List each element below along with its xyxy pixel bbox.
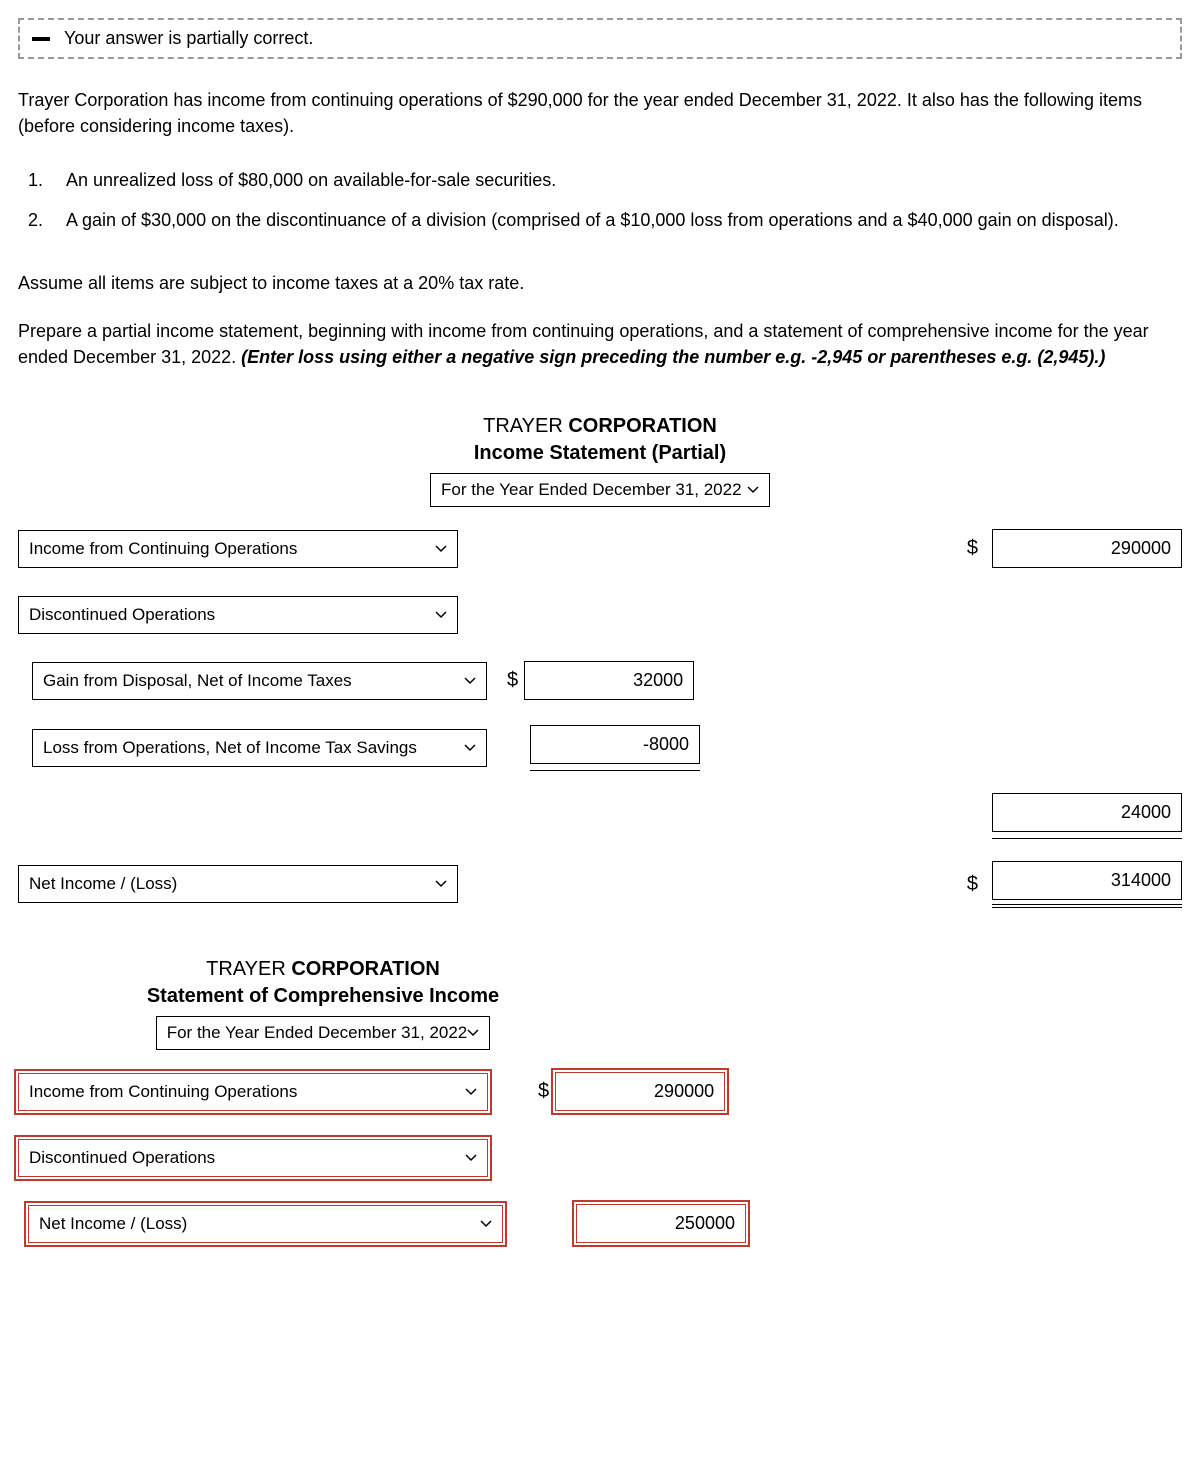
problem-item-1: An unrealized loss of $80,000 on availab… [48, 167, 1182, 193]
chevron-down-icon [464, 675, 476, 687]
period-label: For the Year Ended December 31, 2022 [441, 480, 742, 500]
row-gain-disposal: Gain from Disposal, Net of Income Taxes … [18, 659, 1182, 703]
label-text: Gain from Disposal, Net of Income Taxes [43, 671, 352, 691]
period-select[interactable]: For the Year Ended December 31, 2022 [430, 473, 770, 507]
row-income-continuing: Income from Continuing Operations $ [18, 527, 1182, 571]
statement-title-2: Statement of Comprehensive Income [18, 985, 628, 1008]
value-ci-net-income[interactable] [576, 1204, 746, 1243]
company-name-light: TRAYER [206, 958, 291, 980]
label-text: Loss from Operations, Net of Income Tax … [43, 738, 417, 758]
company-name-bold: CORPORATION [291, 958, 440, 980]
value-net-income[interactable] [992, 861, 1182, 900]
chevron-down-icon [435, 543, 447, 555]
label-text: Income from Continuing Operations [29, 1082, 297, 1102]
row-discontinued-ops: Discontinued Operations [18, 593, 1182, 637]
value-loss-operations[interactable] [530, 725, 700, 764]
label-loss-operations[interactable]: Loss from Operations, Net of Income Tax … [32, 729, 487, 767]
chevron-down-icon [435, 609, 447, 621]
prepare-text-b: (Enter loss using either a negative sign… [241, 347, 1105, 367]
row-ci-discontinued: Discontinued Operations [18, 1136, 1182, 1180]
problem-intro: Trayer Corporation has income from conti… [18, 87, 1182, 139]
company-name-2: TRAYER CORPORATION [18, 958, 628, 981]
chevron-down-icon [480, 1218, 492, 1230]
dollar-sign: $ [967, 873, 978, 896]
income-statement-body: Income from Continuing Operations $ Disc… [18, 527, 1182, 908]
chevron-down-icon [465, 1086, 477, 1098]
dollar-sign: $ [507, 669, 518, 692]
feedback-text: Your answer is partially correct. [64, 28, 313, 49]
row-net-income: Net Income / (Loss) $ [18, 861, 1182, 908]
chevron-down-icon [747, 484, 759, 496]
dollar-sign: $ [967, 537, 978, 560]
assume-text: Assume all items are subject to income t… [18, 273, 1182, 294]
label-ci-net-income[interactable]: Net Income / (Loss) [28, 1205, 503, 1243]
label-discontinued-ops[interactable]: Discontinued Operations [18, 596, 458, 634]
row-ci-income-continuing: Income from Continuing Operations $ [18, 1070, 1182, 1114]
feedback-banner: Your answer is partially correct. [18, 18, 1182, 59]
company-name-bold: CORPORATION [568, 415, 717, 437]
chevron-down-icon [465, 1152, 477, 1164]
label-net-income[interactable]: Net Income / (Loss) [18, 865, 458, 903]
row-loss-operations: Loss from Operations, Net of Income Tax … [18, 725, 1182, 771]
value-gain-disposal[interactable] [524, 661, 694, 700]
problem-items-list: An unrealized loss of $80,000 on availab… [18, 167, 1182, 233]
dollar-sign: $ [538, 1080, 549, 1103]
label-ci-income-continuing[interactable]: Income from Continuing Operations [18, 1073, 488, 1111]
value-ci-income-continuing[interactable] [555, 1072, 725, 1111]
period-select-2[interactable]: For the Year Ended December 31, 2022 [156, 1016, 491, 1050]
label-income-continuing[interactable]: Income from Continuing Operations [18, 530, 458, 568]
value-subtotal[interactable] [992, 793, 1182, 832]
company-name: TRAYER CORPORATION [18, 415, 1182, 438]
statement-title: Income Statement (Partial) [18, 442, 1182, 465]
label-text: Discontinued Operations [29, 1148, 215, 1168]
value-income-continuing[interactable] [992, 529, 1182, 568]
chevron-down-icon [435, 878, 447, 890]
label-text: Discontinued Operations [29, 605, 215, 625]
chevron-down-icon [464, 742, 476, 754]
comprehensive-income-body: Income from Continuing Operations $ Disc… [18, 1070, 1182, 1246]
prepare-text: Prepare a partial income statement, begi… [18, 318, 1182, 370]
period-label-2: For the Year Ended December 31, 2022 [167, 1023, 468, 1043]
label-text: Net Income / (Loss) [29, 874, 177, 894]
label-ci-discontinued[interactable]: Discontinued Operations [18, 1139, 488, 1177]
problem-item-2: A gain of $30,000 on the discontinuance … [48, 207, 1182, 233]
minus-icon [32, 37, 50, 41]
chevron-down-icon [467, 1027, 479, 1039]
row-ci-net-income: Net Income / (Loss) [18, 1202, 1182, 1246]
row-subtotal [18, 793, 1182, 839]
comprehensive-income-header: TRAYER CORPORATION Statement of Comprehe… [18, 958, 628, 1050]
label-text: Income from Continuing Operations [29, 539, 297, 559]
label-gain-disposal[interactable]: Gain from Disposal, Net of Income Taxes [32, 662, 487, 700]
company-name-light: TRAYER [483, 415, 568, 437]
income-statement-header: TRAYER CORPORATION Income Statement (Par… [18, 415, 1182, 507]
label-text: Net Income / (Loss) [39, 1214, 187, 1234]
